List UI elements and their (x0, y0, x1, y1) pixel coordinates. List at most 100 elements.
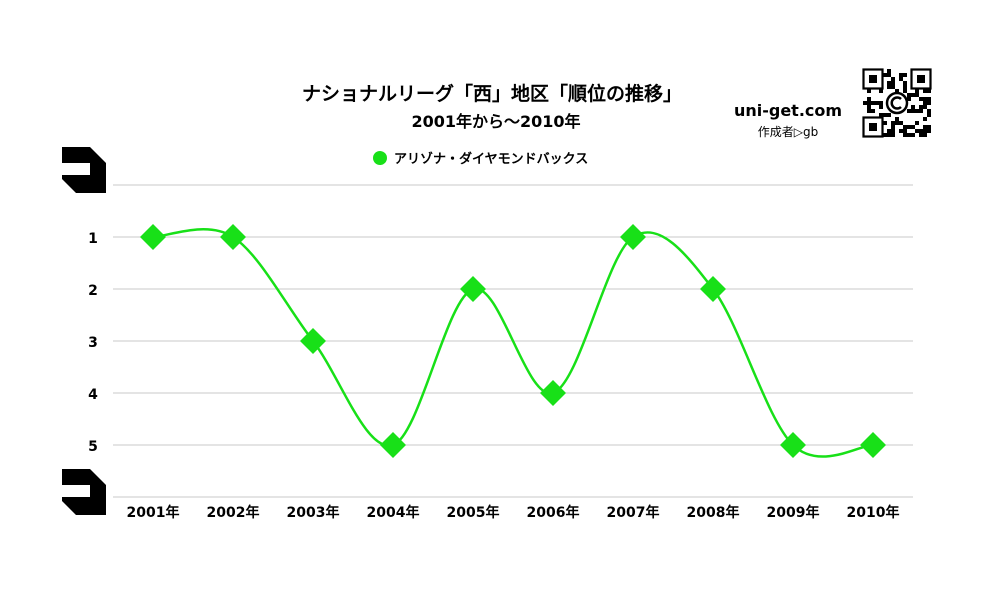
qr-module (923, 125, 927, 129)
qr-code-icon (862, 68, 932, 138)
qr-module (867, 105, 871, 109)
qr-module (883, 73, 887, 77)
qr-module (923, 129, 927, 133)
qr-module (891, 133, 895, 137)
qr-module (927, 97, 931, 101)
qr-finder (862, 116, 884, 138)
qr-module (871, 109, 875, 113)
legend: アリゾナ・ダイヤモンドバックス (373, 151, 588, 167)
qr-module (887, 133, 891, 137)
qr-center-mark (890, 96, 902, 110)
qr-finder-core (869, 123, 877, 131)
qr-module (911, 125, 915, 129)
y-axis: 1 2 3 4 5 (88, 231, 98, 455)
chart-title: ナショナルリーグ「西」地区「順位の推移」 (302, 82, 682, 105)
qr-module (879, 101, 883, 105)
x-tick-label: 2001年 (127, 504, 180, 521)
plot-area (140, 224, 886, 458)
y-tick-label: 1 (88, 231, 98, 247)
qr-module (903, 85, 907, 89)
qr-finder-core (869, 75, 877, 83)
qr-module (919, 97, 923, 101)
qr-center-badge (885, 91, 909, 115)
legend-swatch (373, 151, 387, 165)
qr-module (887, 81, 891, 85)
qr-module (903, 125, 907, 129)
qr-finder-core (917, 75, 925, 83)
author-credit: 作成者▷gb (758, 125, 818, 139)
data-point (780, 432, 806, 458)
y-tick-label: 5 (88, 439, 98, 455)
qr-module (895, 117, 899, 121)
qr-module (919, 133, 923, 137)
data-point (540, 380, 566, 406)
qr-module (923, 105, 927, 109)
qr-module (923, 133, 927, 137)
data-point (300, 328, 326, 354)
qr-module (927, 89, 931, 93)
x-tick-label: 2003年 (287, 504, 340, 521)
gridlines (113, 184, 913, 498)
qr-module (899, 129, 903, 133)
qr-module (903, 129, 907, 133)
data-point (140, 224, 166, 250)
qr-module (907, 125, 911, 129)
series-line (152, 228, 874, 458)
qr-module (911, 105, 915, 109)
qr-module (895, 121, 899, 125)
qr-module (927, 109, 931, 113)
x-tick-label: 2010年 (847, 504, 900, 521)
qr-module (895, 89, 899, 93)
qr-module (883, 113, 887, 117)
qr-module (911, 133, 915, 137)
qr-module (927, 113, 931, 117)
data-point (700, 276, 726, 302)
qr-module (891, 81, 895, 85)
qr-module (887, 129, 891, 133)
qr-module (879, 105, 883, 109)
chart-subtitle: 2001年から～2010年 (411, 112, 580, 131)
qr-module (887, 69, 891, 73)
qr-module (927, 101, 931, 105)
x-axis: 2001年 2002年 2003年 2004年 2005年 2006年 2007年 2008年… (127, 504, 900, 521)
qr-module (891, 85, 895, 89)
qr-module (887, 113, 891, 117)
qr-module (911, 109, 915, 113)
qr-module (891, 129, 895, 133)
qr-module (919, 129, 923, 133)
x-tick-label: 2005年 (447, 504, 500, 521)
legend-label: アリゾナ・ダイヤモンドバックス (394, 151, 588, 167)
qr-module (923, 89, 927, 93)
qr-module (887, 73, 891, 77)
qr-module (903, 73, 907, 77)
qr-module (915, 109, 919, 113)
y-tick-label: 4 (88, 387, 98, 403)
corner-bracket-top (62, 147, 106, 193)
qr-module (867, 97, 871, 101)
qr-module (883, 133, 887, 137)
qr-module (867, 89, 871, 93)
qr-module (867, 101, 871, 105)
qr-module (863, 101, 867, 105)
site-name: uni-get.com (734, 101, 842, 120)
data-point (460, 276, 486, 302)
qr-module (923, 97, 927, 101)
x-tick-label: 2002年 (207, 504, 260, 521)
qr-module (907, 93, 911, 97)
data-point (220, 224, 246, 250)
qr-module (907, 133, 911, 137)
qr-module (927, 129, 931, 133)
qr-module (907, 109, 911, 113)
qr-module (875, 101, 879, 105)
qr-module (903, 133, 907, 137)
qr-module (883, 121, 887, 125)
qr-finder (862, 68, 884, 90)
qr-module (887, 85, 891, 89)
qr-module (923, 101, 927, 105)
qr-module (871, 101, 875, 105)
qr-module (915, 121, 919, 125)
qr-module (903, 89, 907, 93)
qr-module (891, 77, 895, 81)
y-tick-label: 2 (88, 283, 98, 299)
